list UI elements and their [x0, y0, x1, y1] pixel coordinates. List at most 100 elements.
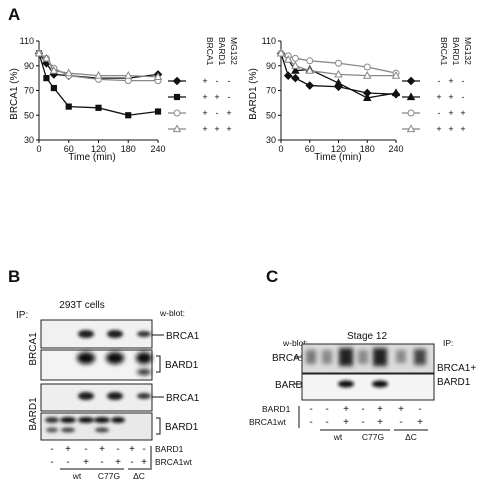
blot-c-ip-target-2: BARD1	[437, 377, 471, 388]
treatment-sign: -	[142, 444, 145, 455]
treatment-sign: -	[50, 457, 53, 468]
blot-c-band	[414, 349, 426, 365]
blot-b-band	[95, 427, 109, 433]
data-point-series-2	[95, 104, 102, 111]
data-point-series-3	[291, 54, 299, 62]
data-point-series-2	[334, 78, 343, 87]
legend-sign: +	[202, 76, 207, 86]
data-point-series-4	[94, 71, 103, 79]
x-tick-label: 0	[36, 144, 41, 154]
data-point-series-2	[154, 108, 162, 115]
x-tick-label: 120	[331, 144, 346, 154]
blot-b-band	[77, 352, 95, 364]
blot-b-band	[107, 330, 123, 338]
blot-c-row-name-bard1: BARD1	[262, 404, 291, 414]
blot-b-band	[106, 352, 124, 364]
data-point-series-4	[363, 71, 372, 79]
blot-b-band	[94, 417, 110, 423]
x-tick-label: 0	[278, 144, 283, 154]
blot-b-row-name-brca1: BRCA1wt	[155, 457, 192, 467]
legend-marker	[406, 124, 416, 133]
data-point-series-2	[363, 93, 372, 102]
blot-b-band	[46, 427, 58, 433]
data-point-series-2	[291, 66, 300, 74]
treatment-sign: -	[361, 417, 364, 428]
blot-b-band	[137, 331, 151, 337]
legend-sign: +	[214, 92, 219, 102]
legend-sign: -	[228, 92, 231, 102]
treatment-sign: -	[66, 457, 69, 468]
data-point-series-3	[335, 59, 342, 67]
group-label: C77G	[362, 432, 384, 442]
treatment-sign: +	[377, 404, 383, 415]
y-tick-label: 70	[24, 86, 34, 96]
data-point-series-2	[43, 75, 50, 82]
data-point-series-4	[124, 71, 133, 79]
x-tick-label: 240	[388, 144, 403, 154]
y-tick-label: 90	[266, 61, 276, 71]
data-point-series-4	[64, 68, 73, 77]
blot-b-row-name-bard1: BARD1	[155, 444, 184, 454]
blot-c-band	[373, 348, 387, 366]
blot-b-row-label-4: BARD1	[165, 422, 199, 433]
data-point-series-4	[34, 48, 44, 57]
data-point-series-4	[283, 54, 293, 63]
legend-sign: +	[448, 108, 453, 118]
legend-marker	[173, 93, 181, 101]
blot-b-band	[136, 352, 152, 364]
blot-c-ip-target-1: BRCA1+	[437, 363, 476, 374]
blot-b-band	[60, 417, 76, 423]
legend-sign: +	[436, 124, 441, 134]
legend-sign: -	[462, 92, 465, 102]
legend-sign: +	[226, 124, 231, 134]
legend-header: BARD1	[451, 37, 461, 66]
legend-sign: -	[438, 76, 441, 86]
treatment-sign: +	[99, 444, 105, 455]
blot-b-ip-label: IP:	[16, 310, 28, 321]
chart2-ylabel: BARD1 (%)	[248, 68, 259, 120]
bard1-stability-chart: BARD1 (%) Time (min) 30 50 70 90 110 0 60 120 18…	[248, 36, 473, 163]
blot-c-wblot-label: w-blot:	[282, 338, 308, 348]
blot-b-cells-label: 293T cells	[59, 300, 104, 311]
group-label: wt	[72, 471, 82, 481]
data-point-series-2	[50, 84, 57, 92]
treatment-sign: +	[398, 404, 404, 415]
treatment-sign: +	[343, 417, 349, 428]
data-point-series-4	[305, 66, 314, 74]
group-label: ΔC	[133, 471, 145, 481]
panel-letter-a: A	[8, 5, 20, 24]
legend-sign: +	[214, 124, 219, 134]
blot-b-band	[78, 392, 94, 400]
data-point-series-1	[291, 73, 300, 83]
blot-b-wblot-label: w-blot:	[159, 308, 185, 318]
legend-sign: -	[216, 108, 219, 118]
legend-sign: +	[448, 76, 453, 86]
x-tick-label: 60	[64, 144, 74, 154]
legend-sign: +	[448, 124, 453, 134]
legend-sign: +	[202, 108, 207, 118]
legend-sign: +	[448, 92, 453, 102]
brca1-stability-chart: BRCA1 (%) Time (min) 30 50 70 90 110 0 60 120 18…	[9, 36, 239, 163]
y-tick-label: 110	[20, 36, 34, 46]
legend-sign: -	[462, 76, 465, 86]
legend-sign: +	[202, 92, 207, 102]
y-tick-label: 70	[266, 86, 276, 96]
treatment-sign: -	[399, 417, 402, 428]
chart1-xlabel: Time (min)	[68, 152, 115, 163]
panel-letter-c: C	[266, 267, 278, 286]
chart1-ylabel: BRCA1 (%)	[9, 68, 20, 120]
data-point-series-4	[49, 66, 59, 74]
legend-marker	[407, 109, 415, 117]
treatment-sign: -	[130, 457, 133, 468]
blot-b-row-label-2: BARD1	[165, 360, 199, 371]
blot-b-strip-4	[40, 412, 153, 441]
treatment-sign: -	[325, 404, 328, 415]
data-point-series-2	[391, 88, 401, 97]
blot-b-band	[78, 330, 94, 338]
legend-marker	[406, 92, 416, 101]
legend-marker	[172, 124, 182, 133]
blot-b-band	[107, 392, 123, 400]
blot-b-band	[137, 393, 151, 399]
legend-sign: +	[202, 124, 207, 134]
legend-header: BRCA1	[439, 37, 449, 66]
